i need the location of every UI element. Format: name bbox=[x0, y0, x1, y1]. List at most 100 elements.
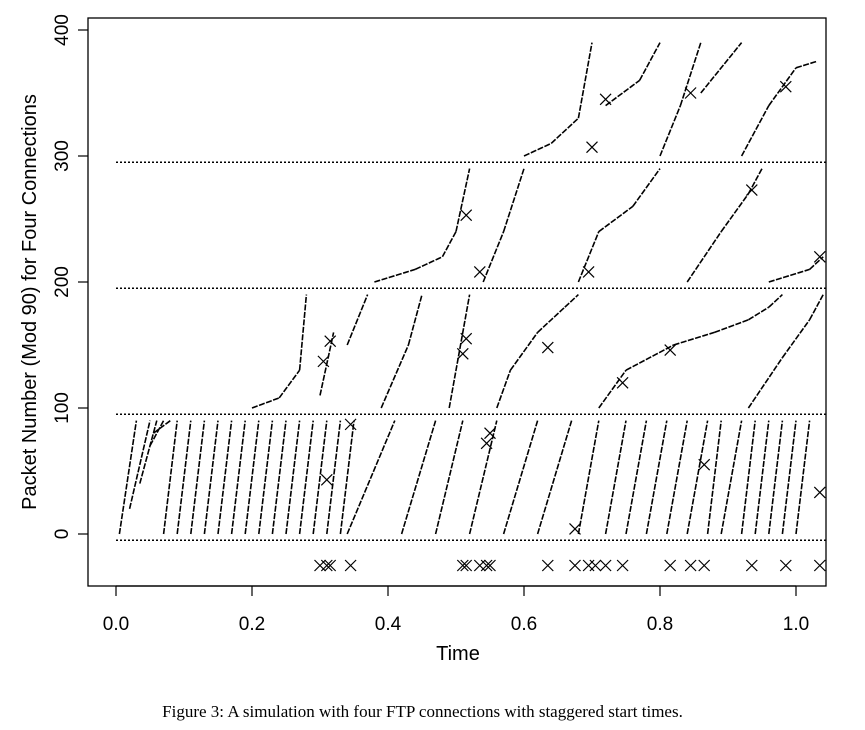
conn4-segment bbox=[577, 42, 593, 119]
conn3-segment bbox=[414, 256, 443, 271]
conn2-drop-marker bbox=[456, 347, 469, 360]
conn2-drop-marker bbox=[317, 355, 330, 368]
x-tick-label: 0.2 bbox=[239, 614, 265, 635]
conn2-segment bbox=[808, 294, 824, 321]
bottom-drop-marker bbox=[480, 559, 493, 572]
conn2-segment bbox=[625, 344, 674, 371]
conn4-segment bbox=[638, 42, 661, 81]
conn1-drop-marker bbox=[320, 473, 333, 486]
axis-ticks: 0.0 0.2 0.4 0.6 0.8 1.0 0 100 200 300 400 bbox=[52, 14, 809, 635]
conn1-burst bbox=[577, 420, 600, 535]
conn1-burst bbox=[720, 420, 743, 535]
conn4-segment bbox=[550, 117, 579, 144]
bottom-drop-marker bbox=[616, 559, 629, 572]
conn2-segment bbox=[496, 369, 512, 409]
conn1-burst bbox=[781, 420, 797, 535]
conn1-burst bbox=[625, 420, 648, 535]
conn3-drop-marker bbox=[460, 209, 473, 222]
conn1-burst bbox=[346, 420, 396, 535]
simulation-chart: 0.0 0.2 0.4 0.6 0.8 1.0 0 100 200 300 400 Time Pac… bbox=[19, 14, 827, 665]
x-tick-label: 0.8 bbox=[647, 614, 673, 635]
bottom-drop-marker bbox=[589, 559, 602, 572]
x-axis-title: Time bbox=[436, 643, 480, 665]
bottom-drop-marker bbox=[684, 559, 697, 572]
conn3-segment bbox=[632, 168, 661, 207]
conn2-drop-marker bbox=[460, 332, 473, 345]
conn2-segment bbox=[768, 294, 783, 308]
conn2-segment bbox=[509, 331, 539, 371]
bottom-drop-marker bbox=[541, 559, 554, 572]
separators bbox=[116, 161, 826, 542]
conn4-segment bbox=[740, 105, 770, 157]
conn1-drop-marker bbox=[480, 437, 493, 450]
conn2-segment bbox=[747, 306, 770, 321]
conn1-drop-marker bbox=[484, 427, 496, 440]
conn2-segment bbox=[673, 331, 715, 346]
conn1-burst bbox=[190, 420, 206, 535]
conn3-drop-marker bbox=[745, 184, 758, 196]
conn3-drop-marker bbox=[813, 250, 826, 263]
conn2-segment bbox=[251, 397, 280, 409]
conn1-burst bbox=[400, 420, 437, 535]
plot-frame bbox=[87, 17, 827, 587]
conn3-drop-marker bbox=[582, 265, 595, 278]
conn1-burst bbox=[271, 420, 287, 535]
conn1-burst bbox=[244, 420, 260, 535]
bottom-drop-marker bbox=[779, 559, 792, 572]
conn1-burst bbox=[203, 420, 219, 535]
conn2-segment bbox=[781, 319, 811, 359]
conn4-segment bbox=[605, 79, 641, 107]
conn2-segment bbox=[564, 294, 579, 308]
conn3-segment bbox=[374, 268, 416, 283]
bottom-drop-marker bbox=[324, 559, 337, 572]
conn4-segment bbox=[679, 42, 702, 106]
conn3-segment bbox=[768, 268, 810, 283]
conn2-segment bbox=[537, 306, 566, 333]
bottom-drop-marker bbox=[582, 559, 595, 572]
x-tick-label: 1.0 bbox=[783, 614, 809, 635]
y-tick-label: 0 bbox=[52, 529, 73, 540]
conn3-segment bbox=[502, 168, 525, 232]
conn1-burst bbox=[118, 420, 138, 535]
conn2-drop-marker bbox=[324, 335, 337, 348]
conn4-drop-marker bbox=[599, 93, 612, 106]
conn1-burst bbox=[795, 420, 811, 535]
conn1-drop-marker bbox=[813, 486, 826, 499]
conn1-burst bbox=[706, 420, 722, 535]
conn1-burst bbox=[149, 420, 165, 447]
bottom-drop-marker bbox=[484, 559, 496, 572]
conn3-segment bbox=[441, 231, 457, 258]
bottom-drop-marker bbox=[320, 559, 333, 572]
conn3-segment bbox=[809, 256, 824, 270]
conn2-segment bbox=[598, 369, 627, 409]
conn3-segment bbox=[686, 231, 722, 283]
conn3-segment bbox=[482, 231, 505, 283]
conn1-burst bbox=[604, 420, 627, 535]
conn1-burst bbox=[326, 420, 342, 535]
bottom-drop-marker bbox=[456, 559, 469, 572]
conn4-drop-marker bbox=[779, 80, 792, 93]
bottom-drop-marker bbox=[473, 559, 486, 572]
bottom-drop-marker bbox=[813, 559, 826, 572]
conn1-burst bbox=[468, 420, 498, 535]
conn2-segment bbox=[278, 369, 301, 399]
conn1-burst bbox=[686, 420, 709, 535]
bottom-drop-marker bbox=[698, 559, 711, 572]
conn1-burst bbox=[754, 420, 770, 535]
x-tick-label: 0.0 bbox=[103, 614, 129, 635]
y-tick-label: 100 bbox=[52, 392, 73, 424]
conn1-burst bbox=[217, 420, 233, 535]
conn3-segment bbox=[577, 231, 600, 283]
y-axis-title: Packet Number (Mod 90) for Four Connecti… bbox=[19, 94, 41, 510]
conn1-burst bbox=[285, 420, 301, 535]
conn1-burst bbox=[666, 420, 688, 535]
conn1-burst bbox=[536, 420, 573, 535]
conn4-segment bbox=[523, 142, 552, 157]
conn1-burst bbox=[176, 420, 192, 535]
conn1-drop-marker bbox=[569, 523, 581, 535]
conn1-drop-marker bbox=[344, 418, 357, 431]
conn1-burst bbox=[230, 420, 246, 535]
bottom-drop-marker bbox=[599, 559, 612, 572]
conn1-drop-marker bbox=[698, 458, 711, 471]
conn2-drop-marker bbox=[541, 341, 554, 354]
